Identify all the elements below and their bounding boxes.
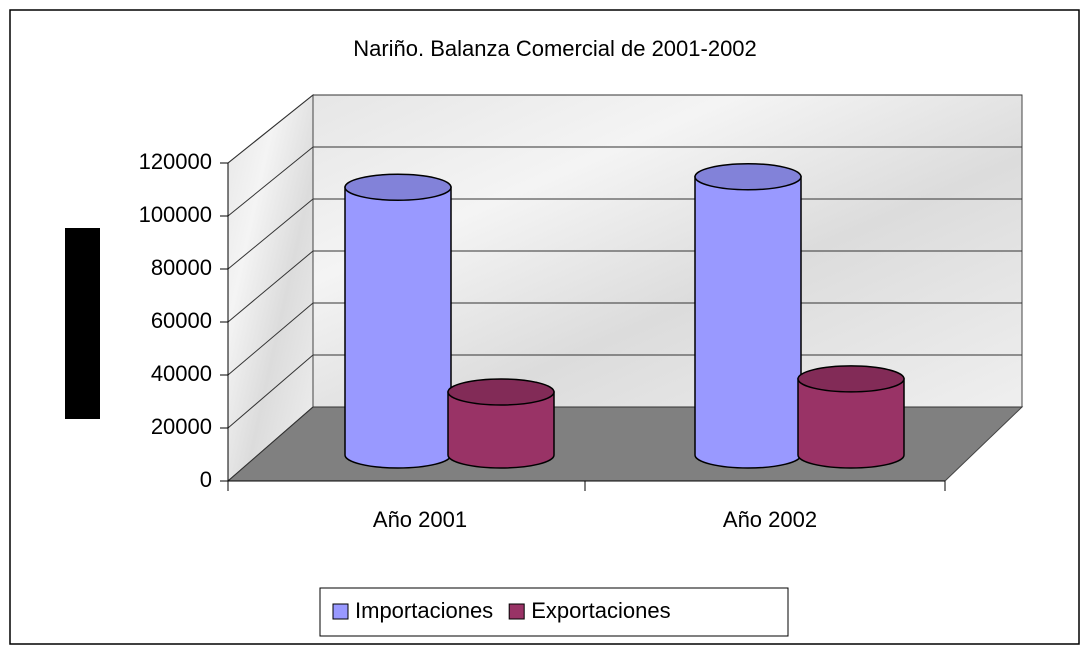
y-tick-label: 0 (200, 467, 212, 492)
y-tick-label: 20000 (151, 414, 212, 439)
y-tick-label: 120000 (139, 149, 212, 174)
y-tick-label: 80000 (151, 255, 212, 280)
bar-top (447, 378, 555, 406)
grid-line (227, 198, 314, 270)
grid-line (227, 146, 314, 217)
grid-line (227, 354, 314, 429)
bar (797, 378, 905, 469)
bar (447, 391, 555, 469)
y-tick-label: 100000 (139, 202, 212, 227)
y-tick-label: 60000 (151, 308, 212, 333)
grid-line (227, 250, 314, 323)
chart-title: Nariño. Balanza Comercial de 2001-2002 (353, 36, 757, 61)
bar-top (694, 163, 802, 191)
legend (319, 587, 789, 637)
grid-line (227, 94, 314, 164)
legend-swatch (332, 603, 349, 620)
axis-title-box (65, 228, 100, 419)
bar (694, 176, 802, 469)
x-tick-label: Año 2002 (723, 507, 817, 532)
y-tick-label: 40000 (151, 361, 212, 386)
x-tick-label: Año 2001 (373, 507, 467, 532)
legend-swatch (508, 603, 525, 620)
legend-label: Exportaciones (531, 598, 670, 623)
grid-line (227, 406, 314, 482)
grid-line (227, 302, 314, 376)
bar-top (344, 173, 452, 201)
bar-top (797, 365, 905, 393)
bar (344, 186, 452, 469)
legend-label: Importaciones (355, 598, 493, 623)
